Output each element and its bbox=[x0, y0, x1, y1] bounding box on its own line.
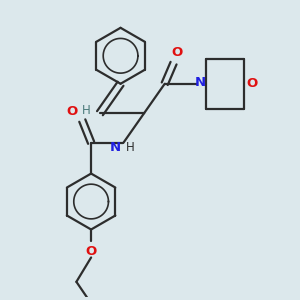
Text: H: H bbox=[126, 141, 134, 154]
Text: N: N bbox=[194, 76, 206, 89]
Text: N: N bbox=[110, 141, 121, 154]
Text: O: O bbox=[66, 105, 78, 118]
Text: O: O bbox=[171, 46, 182, 59]
Text: O: O bbox=[85, 245, 97, 258]
Text: H: H bbox=[82, 104, 91, 117]
Text: O: O bbox=[246, 77, 257, 90]
